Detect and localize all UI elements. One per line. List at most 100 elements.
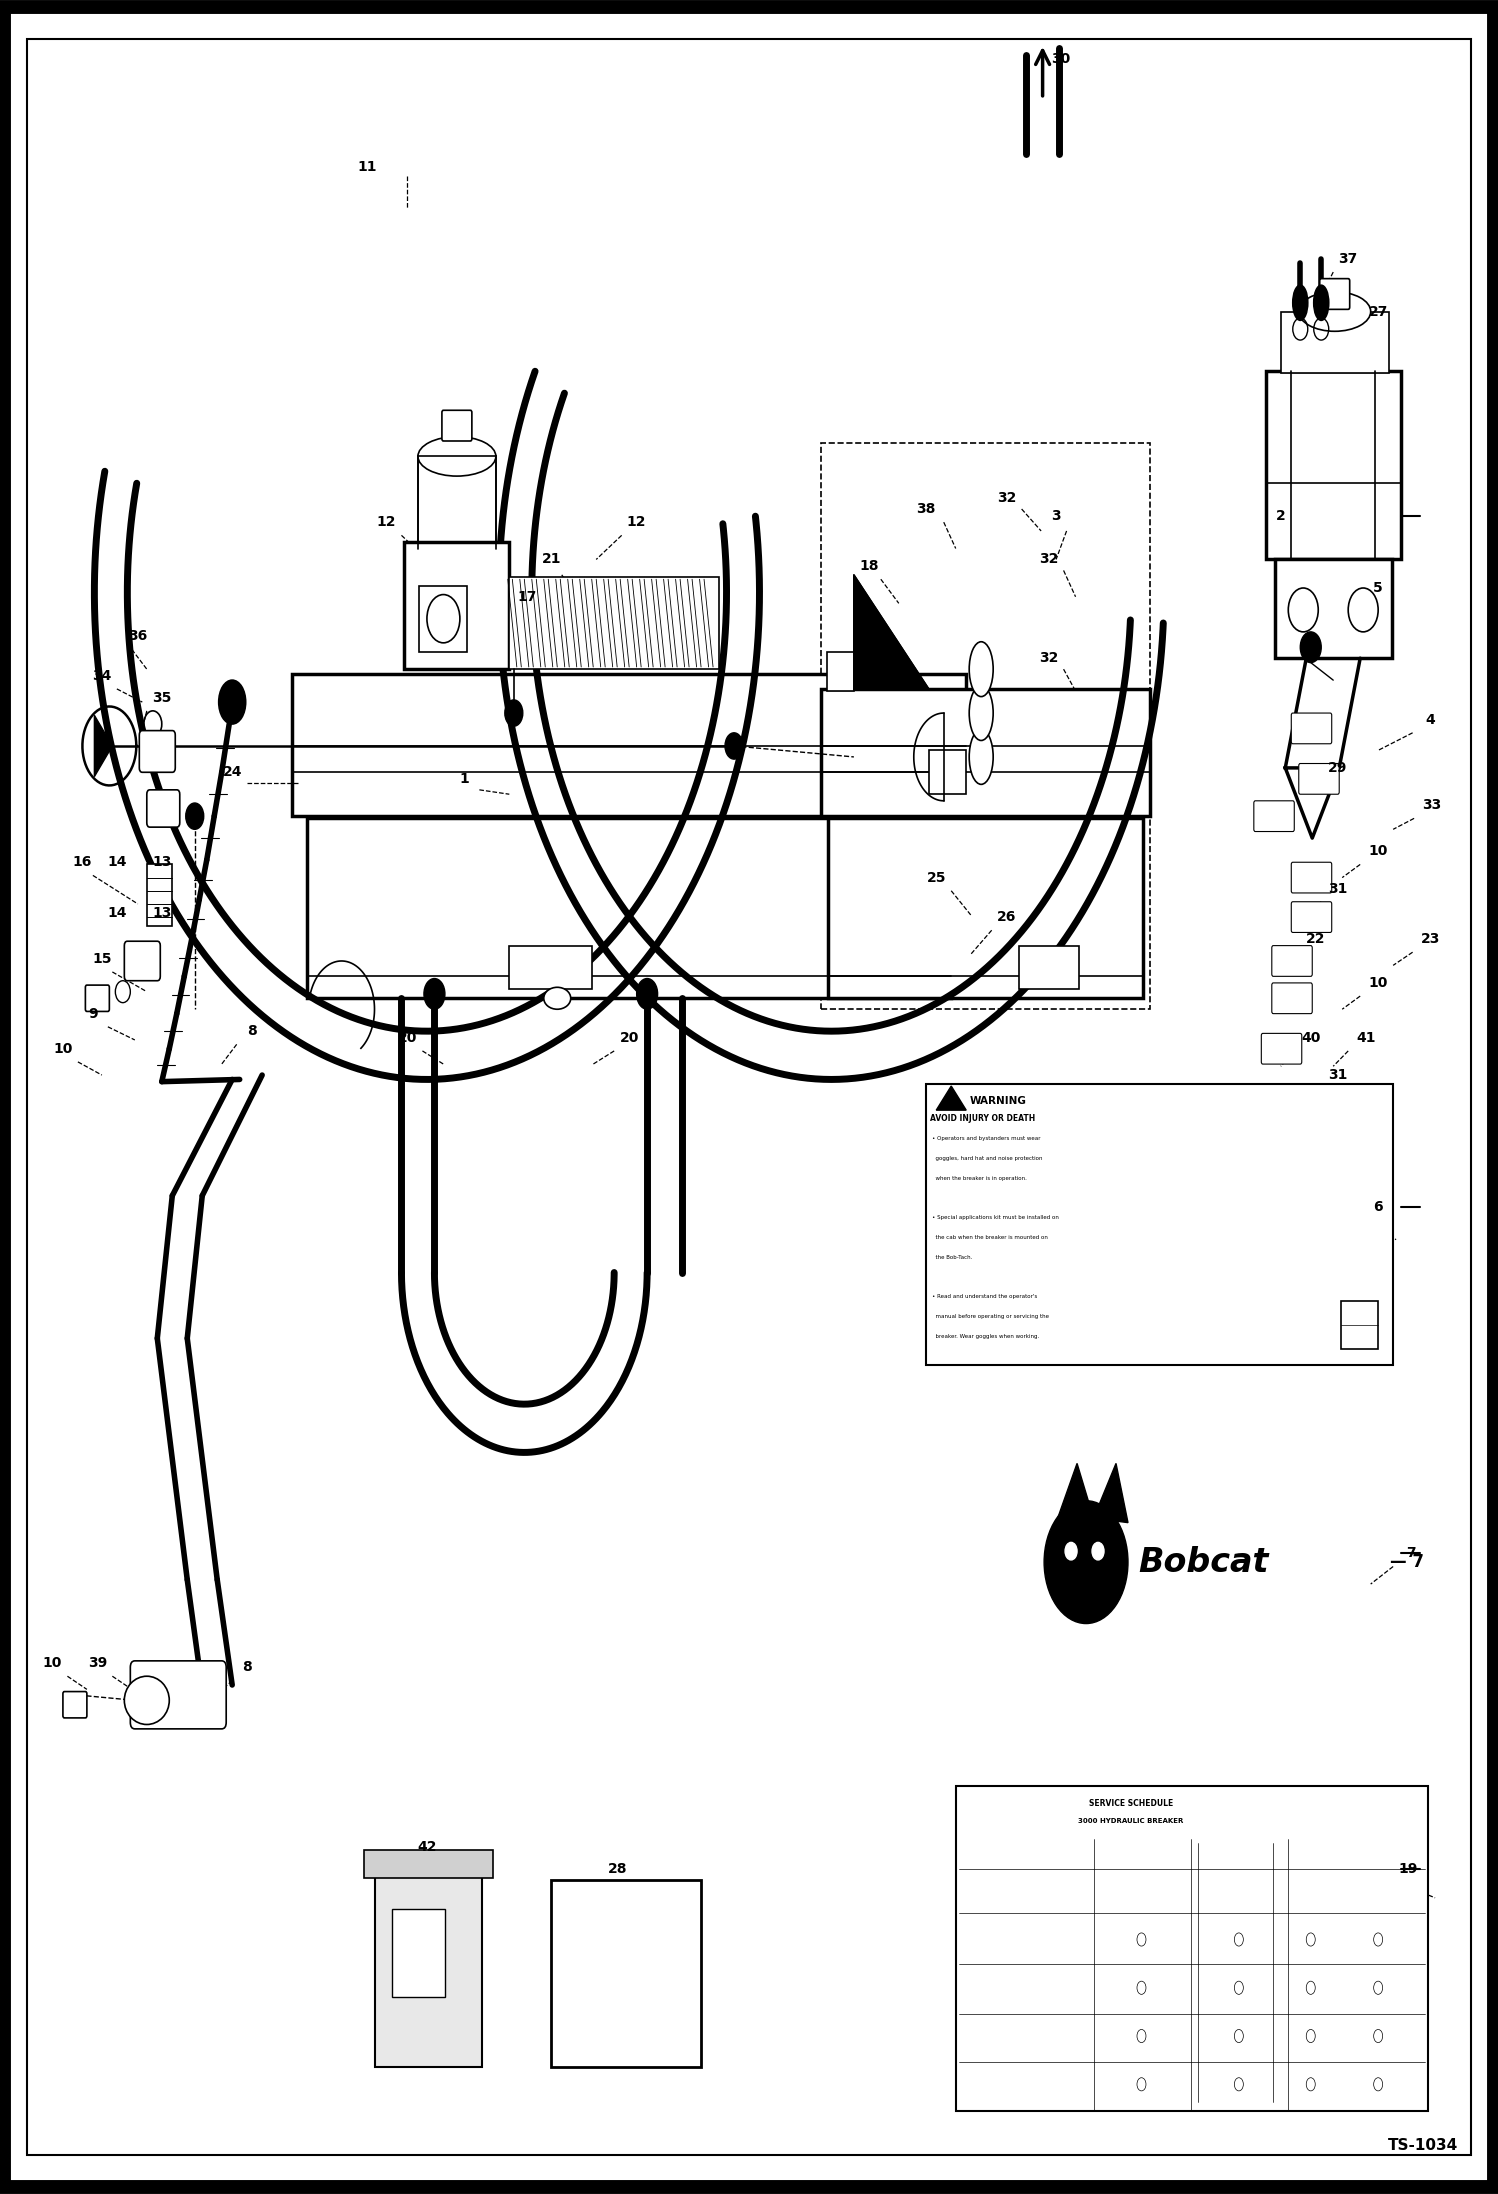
Text: 8: 8	[247, 1025, 256, 1038]
Text: goggles, hard hat and noise protection: goggles, hard hat and noise protection	[932, 1156, 1043, 1161]
Text: 14: 14	[106, 856, 127, 869]
Bar	[1266, 371, 1401, 559]
FancyBboxPatch shape	[1291, 713, 1332, 744]
Text: 27: 27	[1369, 305, 1387, 318]
Polygon shape	[94, 715, 112, 777]
Text: 38: 38	[917, 502, 935, 516]
Bar	[419, 586, 467, 652]
Text: 32: 32	[998, 491, 1016, 505]
Text: 23: 23	[1422, 932, 1440, 946]
Polygon shape	[1285, 768, 1339, 838]
FancyBboxPatch shape	[124, 941, 160, 981]
Text: 13: 13	[153, 856, 171, 869]
Bar	[147, 864, 172, 926]
Circle shape	[725, 733, 743, 759]
Ellipse shape	[969, 728, 993, 783]
Text: 41: 41	[1356, 1031, 1377, 1044]
FancyBboxPatch shape	[1272, 983, 1312, 1014]
FancyBboxPatch shape	[1299, 764, 1339, 794]
Text: SERVICE SCHEDULE: SERVICE SCHEDULE	[1089, 1799, 1173, 1808]
Circle shape	[1300, 632, 1321, 663]
Text: 10: 10	[1369, 976, 1387, 989]
Text: the Bob-Tach.: the Bob-Tach.	[932, 1255, 972, 1259]
FancyBboxPatch shape	[1261, 1033, 1302, 1064]
Text: 19: 19	[1399, 1863, 1417, 1876]
Bar	[374, 1869, 482, 2067]
Text: 29: 29	[1329, 761, 1347, 774]
Ellipse shape	[544, 987, 571, 1009]
FancyBboxPatch shape	[139, 731, 175, 772]
Text: 25: 25	[926, 871, 947, 884]
Text: 10: 10	[43, 1656, 61, 1670]
Text: 12: 12	[376, 516, 397, 529]
Text: 3: 3	[1052, 509, 1061, 522]
Text: 1: 1	[460, 772, 469, 785]
Polygon shape	[854, 575, 929, 689]
Ellipse shape	[1314, 285, 1329, 320]
Ellipse shape	[124, 1676, 169, 1724]
Circle shape	[505, 700, 523, 726]
Bar	[827, 652, 854, 691]
Ellipse shape	[1293, 285, 1308, 320]
Text: 31: 31	[1329, 1068, 1347, 1082]
Text: manual before operating or servicing the: manual before operating or servicing the	[932, 1314, 1049, 1319]
Text: WARNING: WARNING	[969, 1097, 1026, 1106]
Bar	[929, 750, 966, 794]
FancyBboxPatch shape	[63, 1692, 87, 1718]
Text: 15: 15	[91, 952, 112, 965]
Text: 3000 HYDRAULIC BREAKER: 3000 HYDRAULIC BREAKER	[1079, 1819, 1183, 1823]
Text: the cab when the breaker is mounted on: the cab when the breaker is mounted on	[932, 1235, 1047, 1240]
Bar	[364, 1850, 493, 1878]
Bar	[392, 1909, 445, 1997]
Bar	[404, 542, 509, 669]
Text: breaker. Wear goggles when working.: breaker. Wear goggles when working.	[932, 1334, 1040, 1338]
FancyBboxPatch shape	[442, 410, 472, 441]
Text: 20: 20	[398, 1031, 416, 1044]
Bar	[821, 689, 1150, 816]
Text: TS-1034: TS-1034	[1389, 2139, 1458, 2152]
Text: 4: 4	[1426, 713, 1435, 726]
Bar	[307, 818, 951, 998]
Text: 32: 32	[1040, 553, 1058, 566]
Bar	[509, 946, 592, 989]
FancyBboxPatch shape	[1320, 279, 1350, 309]
Text: 32: 32	[1040, 652, 1058, 665]
Text: 11: 11	[357, 160, 377, 173]
Text: 16: 16	[73, 856, 91, 869]
Text: 9: 9	[88, 1007, 97, 1020]
Bar	[509, 577, 719, 669]
Text: 5: 5	[1374, 581, 1383, 595]
FancyBboxPatch shape	[147, 790, 180, 827]
Text: AVOID INJURY OR DEATH: AVOID INJURY OR DEATH	[930, 1115, 1035, 1123]
Text: 8: 8	[243, 1661, 252, 1674]
Bar	[956, 1786, 1428, 2111]
Text: 34: 34	[93, 669, 111, 682]
Bar	[418, 456, 496, 548]
Text: • Special applications kit must be installed on: • Special applications kit must be insta…	[932, 1215, 1059, 1220]
Bar	[821, 443, 1150, 1009]
Text: 33: 33	[1423, 799, 1441, 812]
Text: 37: 37	[1339, 252, 1357, 265]
FancyBboxPatch shape	[130, 1661, 226, 1729]
FancyBboxPatch shape	[1291, 862, 1332, 893]
Polygon shape	[936, 1086, 966, 1110]
Circle shape	[1044, 1501, 1128, 1624]
Bar	[1275, 559, 1392, 658]
Text: 30: 30	[1052, 53, 1070, 66]
Text: 35: 35	[153, 691, 171, 704]
Bar	[551, 1880, 701, 2067]
Bar	[828, 818, 1143, 998]
Bar	[926, 1084, 1393, 1365]
Circle shape	[424, 979, 445, 1009]
Text: 10: 10	[54, 1042, 72, 1055]
Text: • Operators and bystanders must wear: • Operators and bystanders must wear	[932, 1136, 1040, 1141]
Text: 2: 2	[1276, 509, 1285, 522]
Text: 6: 6	[1374, 1200, 1383, 1213]
FancyBboxPatch shape	[1254, 801, 1294, 832]
Ellipse shape	[418, 437, 496, 476]
Text: Bobcat: Bobcat	[1138, 1545, 1269, 1580]
Bar	[1281, 312, 1389, 373]
Circle shape	[637, 979, 658, 1009]
Text: 14: 14	[106, 906, 127, 919]
Text: when the breaker is in operation.: when the breaker is in operation.	[932, 1176, 1026, 1180]
